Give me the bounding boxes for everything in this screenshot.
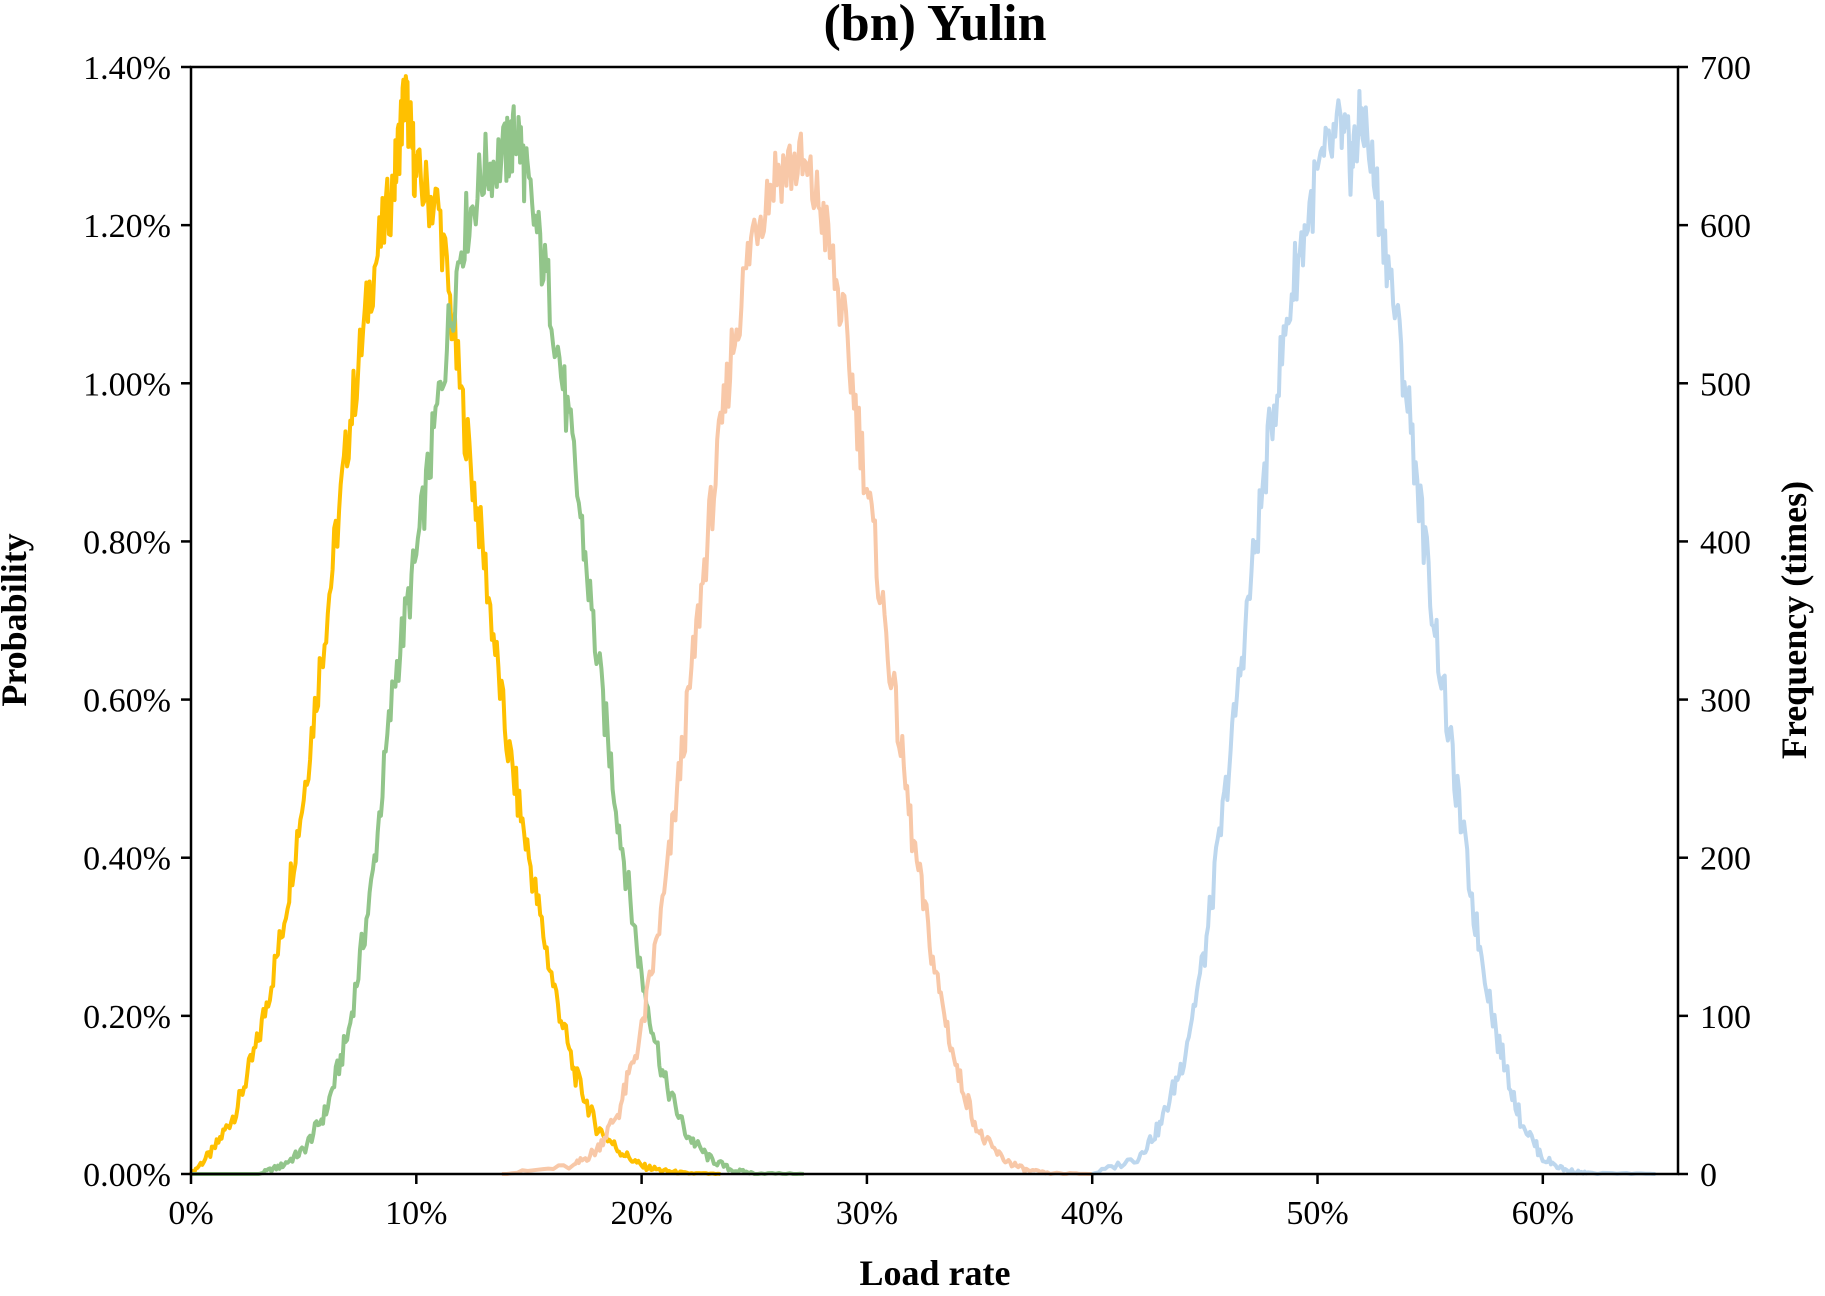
- y-left-tick-label: 0.40%: [83, 841, 171, 878]
- y-left-tick-label: 1.00%: [83, 366, 171, 403]
- y-right-tick-label: 100: [1700, 999, 1751, 1036]
- y-left-tick-label: 0.00%: [83, 1157, 171, 1194]
- x-tick-label: 10%: [385, 1195, 447, 1232]
- y-left-axis-label: Probability: [0, 533, 34, 706]
- y-left-tick-label: 0.20%: [83, 999, 171, 1036]
- y-right-axis-label: Frequency (times): [1774, 481, 1814, 759]
- y-left-tick-label: 0.60%: [83, 683, 171, 720]
- y-right-tick-label: 0: [1700, 1157, 1717, 1194]
- x-tick-label: 60%: [1512, 1195, 1574, 1232]
- y-right-tick-label: 700: [1700, 50, 1751, 87]
- y-right-tick-label: 500: [1700, 366, 1751, 403]
- x-axis-ticks: 0% 10% 20% 30% 40% 50% 60%: [168, 1174, 1574, 1232]
- y-right-axis-ticks: 0 100 200 300 400 500 600 700: [1678, 50, 1751, 1194]
- y-left-tick-label: 1.20%: [83, 208, 171, 245]
- series-line-1: [189, 74, 721, 1176]
- y-right-tick-label: 300: [1700, 683, 1751, 720]
- chart-title: (bn) Yulin: [823, 0, 1046, 52]
- x-tick-label: 20%: [610, 1195, 672, 1232]
- y-right-tick-label: 400: [1700, 524, 1751, 561]
- series-line-4: [1091, 89, 1656, 1176]
- y-right-tick-label: 600: [1700, 208, 1751, 245]
- x-tick-label: 50%: [1286, 1195, 1348, 1232]
- plot-frame: [189, 65, 1680, 1176]
- series-line-3: [501, 131, 1093, 1176]
- x-axis-label: Load rate: [860, 1253, 1011, 1293]
- series-line-2: [191, 104, 804, 1176]
- y-left-axis-ticks: 0.00% 0.20% 0.40% 0.60% 0.80% 1.00% 1.20% 1.40%: [83, 50, 191, 1194]
- series-layer: [189, 74, 1656, 1176]
- y-left-tick-label: 1.40%: [83, 50, 171, 87]
- y-right-tick-label: 200: [1700, 841, 1751, 878]
- x-tick-label: 0%: [168, 1195, 213, 1232]
- y-left-tick-label: 0.80%: [83, 524, 171, 561]
- x-tick-label: 30%: [836, 1195, 898, 1232]
- x-tick-label: 40%: [1061, 1195, 1123, 1232]
